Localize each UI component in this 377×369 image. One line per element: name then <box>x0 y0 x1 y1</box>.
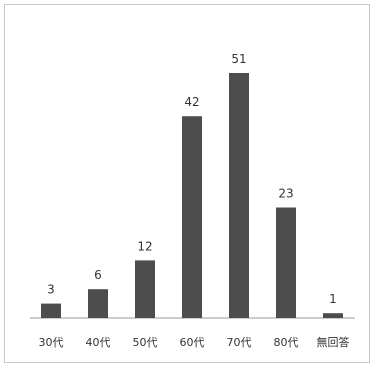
bar-2 <box>135 260 155 318</box>
bars-group <box>41 73 343 318</box>
bar-0 <box>41 303 61 318</box>
value-label-3: 42 <box>184 95 199 109</box>
category-label-0: 30代 <box>39 336 64 349</box>
value-label-1: 6 <box>94 268 102 282</box>
category-label-2: 50代 <box>133 336 158 349</box>
value-label-5: 23 <box>278 187 293 201</box>
category-label-1: 40代 <box>86 336 111 349</box>
bar-5 <box>276 207 296 318</box>
value-label-2: 12 <box>137 239 152 253</box>
value-labels-group: 3 6 12 42 51 23 1 <box>47 52 337 306</box>
bar-4 <box>229 73 249 318</box>
category-label-3: 60代 <box>180 336 205 349</box>
bar-6 <box>323 313 343 318</box>
value-label-6: 1 <box>329 292 337 306</box>
bar-1 <box>88 289 108 318</box>
category-label-5: 80代 <box>274 336 299 349</box>
bar-3 <box>182 116 202 318</box>
value-label-4: 51 <box>231 52 246 66</box>
category-labels-group: 30代 40代 50代 60代 70代 80代 無回答 <box>39 335 350 349</box>
value-label-0: 3 <box>47 283 55 297</box>
category-label-6: 無回答 <box>317 335 350 349</box>
category-label-4: 70代 <box>227 336 252 349</box>
